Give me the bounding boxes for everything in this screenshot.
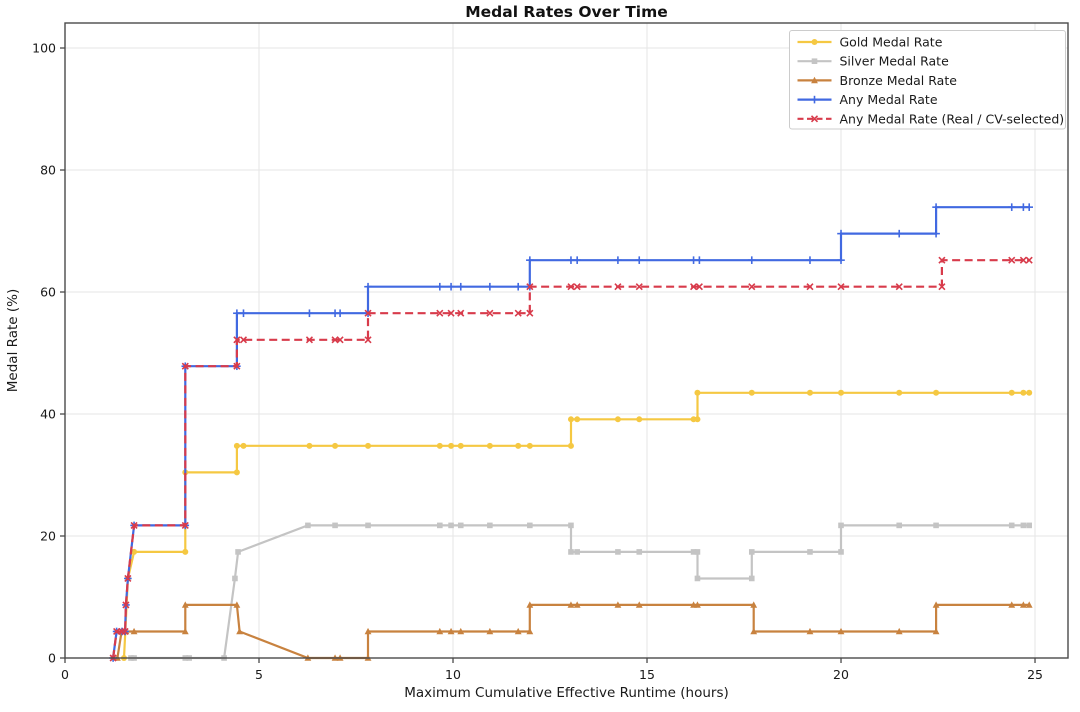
x-tick-label: 20 [833,667,849,682]
x-tick-label: 5 [255,667,263,682]
legend-item: Silver Medal Rate [797,54,950,69]
y-tick-label: 80 [40,163,56,178]
y-axis-label: Medal Rate (%) [5,289,21,392]
chart-title: Medal Rates Over Time [465,3,668,21]
legend-item: Any Medal Rate (Real / CV-selected) [797,111,1065,126]
legend-item: Any Medal Rate [797,92,938,107]
series-bronze-medal-rate [113,601,1033,661]
series-gold-medal-rate [120,389,1033,661]
x-tick-label: 25 [1027,667,1043,682]
y-tick-label: 20 [40,529,56,544]
plot-border [64,22,1069,659]
y-tick-label: 0 [48,651,56,666]
legend-box [789,30,1066,130]
legend-label: Any Medal Rate [840,92,938,107]
x-tick-label: 0 [61,667,69,682]
legend: Gold Medal Rate Silver Medal Rate Bronze M… [789,30,1066,130]
legend-label: Gold Medal Rate [840,35,943,50]
x-tick-label: 10 [445,667,461,682]
axis-ticks: 0 5 10 15 20 25 0 20 40 60 80 100 [32,41,1043,682]
y-tick-label: 40 [40,407,56,422]
y-tick-label: 100 [32,41,56,56]
series-any-medal-rate-real-cv-selected [109,256,1033,662]
legend-item: Gold Medal Rate [797,35,943,50]
x-tick-label: 15 [639,667,655,682]
legend-label: Bronze Medal Rate [840,73,958,88]
legend-label: Silver Medal Rate [840,54,950,69]
x-axis-label: Maximum Cumulative Effective Runtime (ho… [404,685,729,701]
legend-label: Any Medal Rate (Real / CV-selected) [840,111,1065,126]
y-tick-label: 60 [40,285,56,300]
legend-item: Bronze Medal Rate [797,73,958,88]
